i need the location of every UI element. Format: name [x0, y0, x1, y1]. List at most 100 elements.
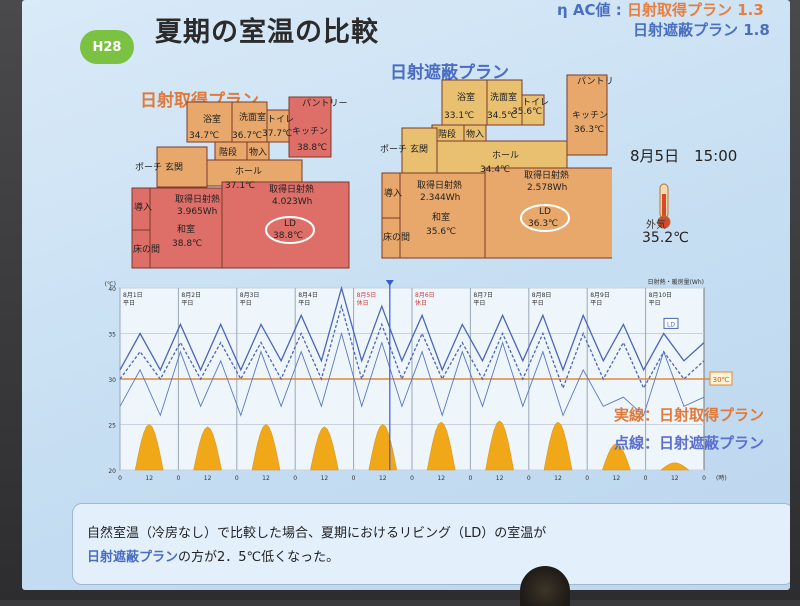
x-tick-label: 0 [176, 475, 180, 482]
room-hall: ホール [235, 166, 262, 177]
x-tick-label: 12 [321, 475, 329, 482]
outdoor-label: 外気 [646, 220, 666, 231]
room-stair: 階段 [438, 128, 456, 140]
solar-bar [310, 426, 339, 471]
room-stair: 階段 [219, 146, 237, 158]
series-line-0 [119, 285, 705, 372]
x-tick-label: 0 [410, 475, 414, 482]
room-hall-temp: 34.4℃ [480, 165, 510, 175]
x-tick-label: 12 [262, 475, 270, 482]
room-washi-temp: 35.6℃ [426, 227, 456, 237]
caption-line-2: 日射遮蔽プランの方が2．5℃低くなった。 [87, 546, 339, 565]
gain-label-2: 取得日射熱 [269, 183, 314, 195]
slide-title: 夏期の室温の比較 [155, 17, 379, 48]
room-pantry: パントリー [577, 76, 612, 87]
x-tick-label: 0 [702, 475, 706, 482]
solar-bar [193, 426, 222, 471]
y-tick-label: 25 [108, 423, 116, 430]
room-kitchen-temp: 36.3℃ [574, 125, 604, 135]
x-tick-label: 12 [204, 475, 212, 482]
room-kitchen-temp: 38.8℃ [297, 143, 327, 153]
room-ld-temp: 36.3℃ [528, 219, 558, 229]
ld-tag-label: LD [667, 321, 675, 328]
solar-bar [602, 443, 631, 471]
room-toilet-temp: 35.6℃ [512, 107, 542, 117]
audience-head [520, 566, 570, 606]
room-wash: 洗面室 [490, 91, 517, 103]
gain-label-2: 取得日射熱 [524, 169, 569, 181]
x-tick-label: 0 [293, 475, 297, 482]
room-hall-temp: 37.1℃ [225, 181, 255, 191]
x-tick-label: 0 [235, 475, 239, 482]
x-tick-label: 12 [671, 475, 679, 482]
eta-gain-label: 日射取得プラン 1.3 [626, 1, 764, 19]
day-sub-label: 休日 [357, 299, 369, 307]
room-entrance: 玄関 [410, 143, 428, 155]
room-washi: 和室 [432, 211, 450, 223]
day-label: 8月3日 [240, 292, 260, 299]
room-ld-temp: 38.8℃ [273, 231, 303, 241]
day-label: 8月7日 [473, 292, 493, 299]
y-tick-label: 40 [108, 286, 116, 293]
x-tick-label: 12 [613, 475, 621, 482]
x-tick-label: 0 [468, 475, 472, 482]
room-wash-temp: 34.5℃ [487, 111, 517, 121]
day-label: 8月6日 [415, 292, 435, 299]
room-porch: ポーチ [135, 162, 162, 173]
room-ld: LD [539, 207, 551, 217]
eta-prefix: η AC値 : [557, 1, 627, 19]
thermometer-icon [657, 183, 671, 229]
eta-shade-label: 日射遮蔽プラン 1.8 [633, 21, 770, 39]
room-pantry: パントリー [302, 98, 347, 109]
x-tick-label: 0 [585, 475, 589, 482]
room-toilet: トイレ [522, 98, 549, 108]
solar-bar [660, 462, 689, 471]
day-label: 8月9日 [590, 292, 610, 299]
room-wash: 洗面室 [239, 111, 266, 123]
eta-legend: η AC値 : 日射取得プラン 1.3 日射遮蔽プラン 1.8 [557, 0, 787, 40]
day-sub-label: 休日 [415, 299, 427, 307]
floorplan-shade: 浴室 33.1℃ 洗面室 34.5℃ トイレ 35.6℃ パントリー キッチン … [380, 74, 612, 259]
x-tick-label: 12 [554, 475, 562, 482]
day-label: 8月1日 [123, 292, 143, 299]
solar-bar [251, 424, 281, 471]
room-bath-temp: 33.1℃ [444, 111, 474, 121]
room-toilet: トイレ [267, 115, 294, 125]
caption-highlight: 日射遮蔽プラン [87, 550, 179, 565]
x-tick-label: 0 [644, 475, 648, 482]
solar-bar [485, 420, 514, 471]
gain-label-1: 取得日射熱 [417, 179, 462, 191]
outdoor-temp: 35.2℃ [642, 230, 689, 246]
room-porch: ポーチ [380, 144, 407, 155]
gain-value-2: 4.023Wh [272, 197, 312, 207]
room-storage: 物入 [249, 146, 267, 158]
x-tick-label: 12 [496, 475, 504, 482]
day-label: 8月4日 [298, 292, 318, 299]
day-label: 8月5日 [357, 292, 377, 299]
caption-box: 自然室温（冷房なし）で比較した場合、夏期におけるリビング（LD）の室温が 日射遮… [72, 503, 790, 585]
room-kitchen: キッチン [292, 126, 328, 137]
time-marker-arrow [385, 280, 394, 286]
x-tick-label: 12 [145, 475, 153, 482]
presentation-slide: H28 夏期の室温の比較 η AC値 : 日射取得プラン 1.3 日射遮蔽プラン… [22, 0, 790, 590]
room-washi: 和室 [177, 223, 195, 235]
solar-bar [426, 421, 456, 471]
day-label: 8月2日 [181, 292, 201, 299]
day-sub-label: 平日 [649, 300, 661, 307]
x-tick-label: 12 [379, 475, 387, 482]
ld-tag-box [663, 317, 679, 329]
room-kitchen: キッチン [572, 110, 608, 121]
reference-tag [709, 371, 733, 386]
room-toilet-temp: 37.7℃ [262, 129, 292, 139]
x-axis-label: (時) [716, 474, 727, 482]
gain-value-1: 3.965Wh [177, 207, 217, 217]
series-line-2 [119, 331, 705, 417]
gain-value-1: 2.344Wh [420, 193, 460, 203]
day-sub-label: 平日 [473, 300, 485, 307]
day-sub-label: 平日 [181, 300, 193, 307]
gain-value-2: 2.578Wh [527, 183, 567, 193]
caption-rest: の方が2．5℃低くなった。 [178, 550, 340, 565]
y-tick-label: 20 [108, 468, 116, 475]
room-guest: 導入 [134, 201, 152, 213]
